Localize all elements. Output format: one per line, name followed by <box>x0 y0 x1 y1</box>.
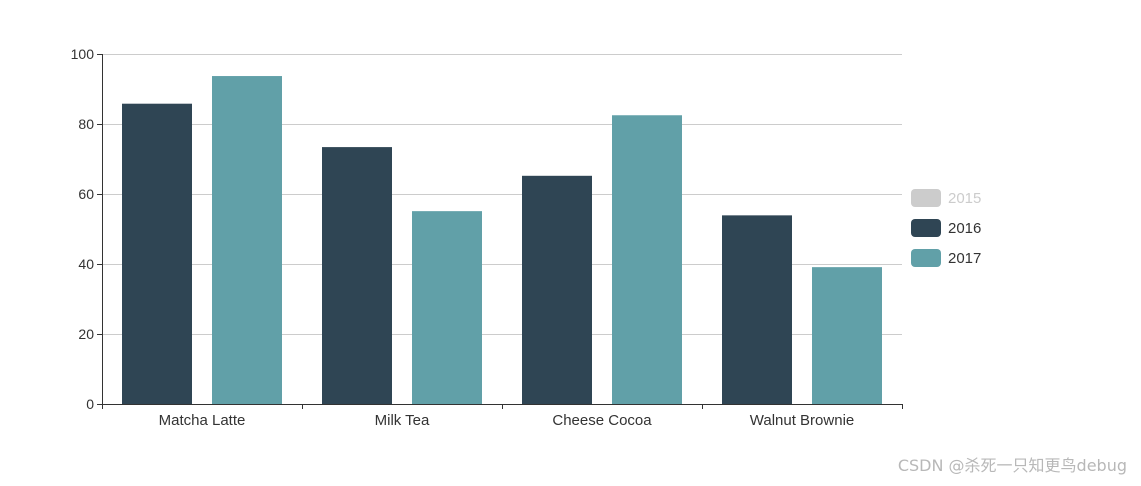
x-axis: Matcha Latte Milk Tea Cheese Cocoa Walnut B… <box>102 404 903 429</box>
bar-2016-milk-tea[interactable] <box>322 147 392 404</box>
legend-label: 2015 <box>948 190 981 207</box>
legend: 2015 2016 2017 <box>911 189 981 267</box>
legend-swatch <box>911 249 941 267</box>
y-tick-label: 80 <box>78 116 94 132</box>
legend-item-2016[interactable]: 2016 <box>911 219 981 237</box>
x-tick-label: Milk Tea <box>375 412 430 429</box>
bar-2017-cheese-cocoa[interactable] <box>612 115 682 404</box>
legend-swatch <box>911 189 941 207</box>
y-tick-label: 100 <box>71 46 95 62</box>
legend-swatch <box>911 219 941 237</box>
y-tick-label: 20 <box>78 326 94 342</box>
y-axis: 0 20 40 60 80 100 <box>71 46 103 412</box>
bars <box>122 76 882 405</box>
bar-2016-walnut-brownie[interactable] <box>722 215 792 404</box>
bar-2017-matcha-latte[interactable] <box>212 76 282 405</box>
x-tick-label: Matcha Latte <box>159 412 246 429</box>
x-tick-label: Walnut Brownie <box>750 412 855 429</box>
y-tick-label: 40 <box>78 256 94 272</box>
bar-2017-milk-tea[interactable] <box>412 211 482 404</box>
bar-2017-walnut-brownie[interactable] <box>812 267 882 404</box>
x-tick-label: Cheese Cocoa <box>552 412 652 429</box>
legend-label: 2017 <box>948 250 981 267</box>
watermark-text: CSDN @杀死一只知更鸟debug <box>897 456 1127 475</box>
legend-item-2015[interactable]: 2015 <box>911 189 981 207</box>
bar-2016-matcha-latte[interactable] <box>122 103 192 404</box>
y-tick-label: 0 <box>86 396 94 412</box>
y-tick-label: 60 <box>78 186 94 202</box>
legend-label: 2016 <box>948 220 981 237</box>
bar-2016-cheese-cocoa[interactable] <box>522 175 592 404</box>
legend-item-2017[interactable]: 2017 <box>911 249 981 267</box>
